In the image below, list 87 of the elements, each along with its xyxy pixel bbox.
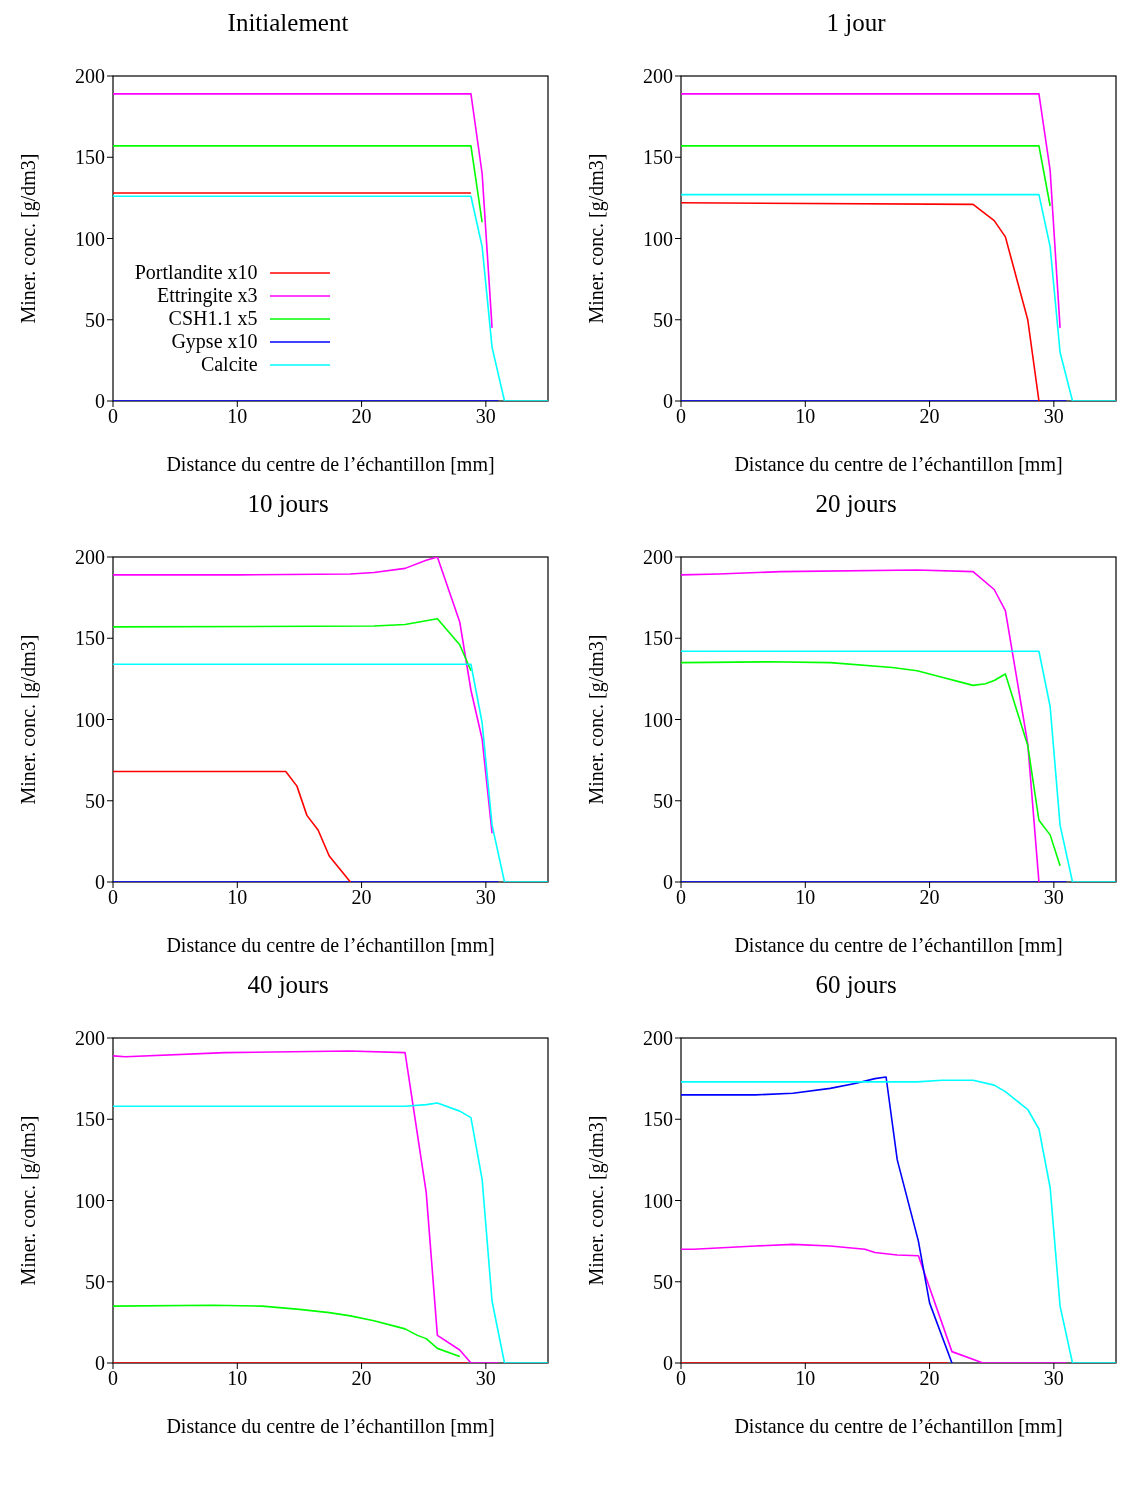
y-tick-label: 150 [75, 627, 105, 650]
line-series [113, 1304, 461, 1358]
line-series [113, 663, 548, 882]
line-series [681, 569, 1040, 882]
line-series [113, 1102, 548, 1363]
y-tick-label: 200 [643, 65, 673, 88]
chart-title: 10 jours [246, 489, 330, 519]
y-tick-label: 100 [643, 227, 673, 250]
line-series [681, 1079, 1116, 1363]
y-tick-label: 50 [85, 789, 105, 812]
y-tick-label: 100 [75, 1189, 105, 1212]
line-series [113, 770, 352, 882]
x-tick-label: 20 [351, 1367, 372, 1390]
chart-title: Initialement [226, 8, 350, 38]
x-axis-title: Distance du centre de l’échantillon [mm] [734, 934, 1063, 956]
x-tick-label: 30 [475, 886, 496, 909]
x-tick-label: 20 [351, 405, 372, 428]
line-series [681, 1243, 1068, 1363]
y-axis-title: Miner. conc. [g/dm3] [585, 634, 609, 805]
y-axis-title: Miner. conc. [g/dm3] [585, 1115, 609, 1286]
y-tick-label: 0 [95, 1352, 105, 1375]
y-axis-title: Miner. conc. [g/dm3] [17, 1115, 41, 1286]
y-tick-label: 0 [663, 871, 673, 894]
y-tick-label: 200 [643, 546, 673, 569]
legend-label: CSH1.1 x5 [168, 307, 258, 331]
x-tick-label: 30 [475, 405, 496, 428]
y-tick-label: 0 [95, 390, 105, 413]
y-tick-label: 50 [85, 1270, 105, 1293]
line-series [681, 650, 1116, 882]
y-tick-label: 150 [643, 1108, 673, 1131]
y-tick-label: 200 [643, 1027, 673, 1050]
x-tick-label: 30 [1043, 1367, 1064, 1390]
chart-title: 20 jours [814, 489, 898, 519]
y-tick-label: 50 [653, 789, 673, 812]
x-tick-label: 10 [227, 886, 248, 909]
y-tick-label: 150 [643, 146, 673, 169]
y-axis-title: Miner. conc. [g/dm3] [17, 153, 41, 324]
x-tick-label: 10 [227, 1367, 248, 1390]
legend-label: Gypse x10 [171, 330, 258, 354]
x-tick-label: 30 [1043, 886, 1064, 909]
line-series [681, 661, 1061, 867]
y-tick-label: 0 [95, 871, 105, 894]
x-tick-label: 10 [795, 886, 816, 909]
line-series [681, 193, 1116, 401]
y-tick-label: 150 [75, 146, 105, 169]
x-axis-title: Distance du centre de l’échantillon [mm] [166, 934, 495, 956]
x-tick-label: 10 [227, 405, 248, 428]
y-tick-label: 100 [75, 708, 105, 731]
y-tick-label: 0 [663, 1352, 673, 1375]
x-axis-title: Distance du centre de l’échantillon [mm] [166, 1415, 495, 1437]
line-series [113, 1050, 500, 1363]
y-tick-label: 150 [75, 1108, 105, 1131]
x-tick-label: 30 [1043, 405, 1064, 428]
y-tick-label: 50 [653, 308, 673, 331]
x-axis-title: Distance du centre de l’échantillon [mm] [166, 453, 495, 475]
line-series [681, 201, 1040, 401]
y-tick-label: 0 [663, 390, 673, 413]
chart-title: 60 jours [814, 970, 898, 1000]
line-series [681, 1076, 953, 1363]
y-tick-label: 200 [75, 65, 105, 88]
legend-label: Calcite [200, 353, 258, 377]
y-axis-title: Miner. conc. [g/dm3] [585, 153, 609, 324]
line-series [113, 617, 472, 672]
y-axis-title: Miner. conc. [g/dm3] [17, 634, 41, 805]
y-tick-label: 50 [85, 308, 105, 331]
chart-title: 40 jours [246, 970, 330, 1000]
x-tick-label: 20 [919, 886, 940, 909]
line-series [113, 195, 548, 401]
x-axis-title: Distance du centre de l’échantillon [mm] [734, 453, 1063, 475]
y-tick-label: 200 [75, 546, 105, 569]
x-tick-label: 20 [919, 405, 940, 428]
x-tick-label: 20 [919, 1367, 940, 1390]
y-tick-label: 100 [643, 1189, 673, 1212]
line-series [113, 557, 493, 835]
y-tick-label: 200 [75, 1027, 105, 1050]
x-axis-title: Distance du centre de l’échantillon [mm] [734, 1415, 1063, 1437]
legend-label: Portlandite x10 [134, 261, 258, 285]
x-tick-label: 10 [795, 1367, 816, 1390]
y-tick-label: 50 [653, 1270, 673, 1293]
x-tick-label: 10 [795, 405, 816, 428]
y-tick-label: 100 [75, 227, 105, 250]
chart-title: 1 jour [825, 8, 887, 38]
y-tick-label: 100 [643, 708, 673, 731]
x-tick-label: 30 [475, 1367, 496, 1390]
x-tick-label: 20 [351, 886, 372, 909]
legend-label: Ettringite x3 [156, 284, 258, 308]
y-tick-label: 150 [643, 627, 673, 650]
